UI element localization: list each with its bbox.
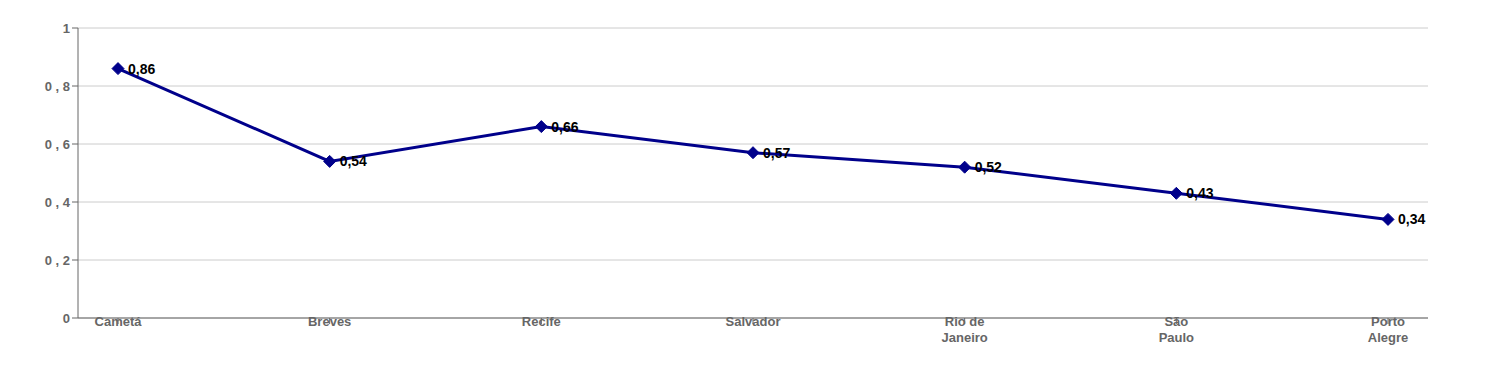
svg-text:0,52: 0,52 — [975, 159, 1002, 175]
svg-text:Breves: Breves — [308, 314, 351, 329]
svg-text:0 , 4: 0 , 4 — [45, 195, 71, 210]
svg-text:0,34: 0,34 — [1398, 211, 1425, 227]
svg-text:0,66: 0,66 — [551, 119, 578, 135]
svg-text:1: 1 — [63, 21, 70, 36]
svg-text:0: 0 — [63, 311, 70, 326]
svg-text:Rio deJaneiro: Rio deJaneiro — [942, 314, 988, 345]
svg-text:0 , 8: 0 , 8 — [45, 79, 70, 94]
svg-text:PortoAlegre: PortoAlegre — [1368, 314, 1408, 345]
svg-text:Recife: Recife — [522, 314, 561, 329]
svg-text:SãoPaulo: SãoPaulo — [1159, 314, 1194, 345]
svg-text:0,43: 0,43 — [1186, 185, 1213, 201]
svg-text:0,54: 0,54 — [340, 153, 367, 169]
svg-text:Salvador: Salvador — [726, 314, 781, 329]
svg-text:0,57: 0,57 — [763, 145, 790, 161]
svg-text:Cametá: Cametá — [95, 314, 143, 329]
svg-text:0 , 6: 0 , 6 — [45, 137, 70, 152]
svg-text:0,86: 0,86 — [128, 61, 155, 77]
svg-text:0 , 2: 0 , 2 — [45, 253, 70, 268]
